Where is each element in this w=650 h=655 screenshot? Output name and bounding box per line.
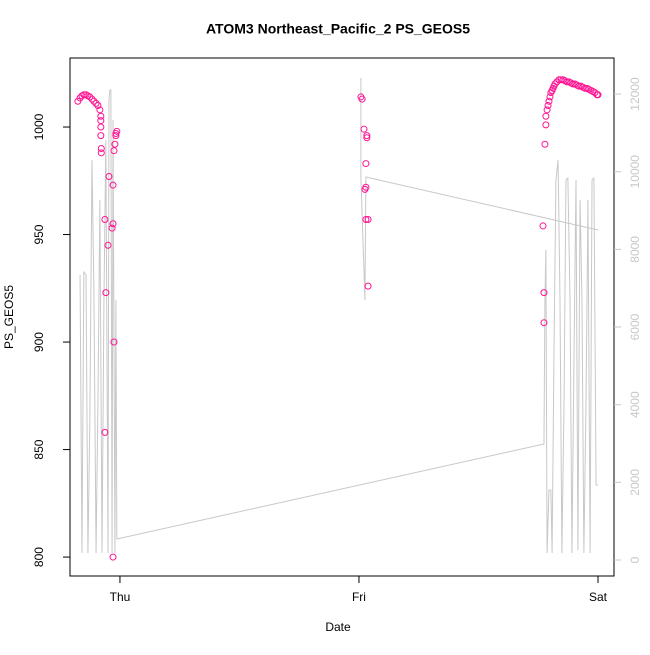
point: [97, 145, 105, 153]
point: [110, 338, 118, 346]
point: [101, 215, 109, 223]
y2-tick-label: 0: [628, 556, 642, 563]
point: [539, 222, 547, 230]
y-tick-label: 1000: [32, 113, 46, 140]
point: [88, 95, 96, 103]
x-axis-label: Date: [325, 620, 351, 634]
x-tick-label: Thu: [110, 590, 131, 604]
point: [362, 160, 370, 168]
point: [363, 134, 371, 142]
y-tick-label: 850: [32, 439, 46, 459]
point: [362, 215, 370, 223]
point: [109, 181, 117, 189]
point: [545, 97, 553, 105]
point: [360, 125, 368, 133]
point: [540, 319, 548, 327]
point: [97, 132, 105, 140]
y2-tick-label: 2000: [628, 469, 642, 496]
point: [111, 140, 119, 148]
point: [96, 106, 104, 114]
point: [112, 132, 120, 140]
point: [90, 97, 98, 105]
plot-box: [69, 57, 615, 577]
y-tick-label: 950: [32, 224, 46, 244]
y-tick-label: 900: [32, 332, 46, 352]
y2-tick-label: 12000: [628, 77, 642, 111]
point: [546, 93, 554, 101]
chart-title: ATOM3 Northeast_Pacific_2 PS_GEOS5: [206, 21, 470, 37]
point: [113, 127, 121, 135]
point: [109, 553, 117, 561]
point: [97, 123, 105, 131]
x-tick-label: Sat: [589, 590, 608, 604]
y2-tick-label: 4000: [628, 391, 642, 418]
x-tick-label: Fri: [352, 590, 366, 604]
point: [544, 102, 552, 110]
point: [551, 80, 559, 88]
point: [105, 172, 113, 180]
point: [108, 224, 116, 232]
point: [92, 99, 100, 107]
point: [542, 112, 550, 120]
point: [543, 106, 551, 114]
point: [109, 220, 117, 228]
point: [569, 80, 577, 88]
point: [104, 241, 112, 249]
y-tick-label: 800: [32, 547, 46, 567]
point: [110, 147, 118, 155]
point: [594, 91, 602, 99]
point: [97, 149, 105, 157]
point: [364, 282, 372, 290]
point: [557, 76, 565, 84]
point: [80, 91, 88, 99]
point: [94, 102, 102, 110]
point: [575, 82, 583, 90]
y2-tick-label: 8000: [628, 236, 642, 263]
line: [79, 78, 599, 554]
point: [541, 140, 549, 148]
y2-tick-label: 6000: [628, 313, 642, 340]
point: [97, 112, 105, 120]
point: [563, 78, 571, 86]
point: [364, 215, 372, 223]
point: [553, 78, 561, 86]
point: [101, 428, 109, 436]
point: [102, 289, 110, 297]
point: [581, 84, 589, 92]
point: [363, 132, 371, 140]
y-axis-label: PS_GEOS5: [2, 285, 16, 349]
y2-tick-label: 10000: [628, 155, 642, 189]
point: [358, 95, 366, 103]
point: [542, 121, 550, 129]
point: [540, 289, 548, 297]
point: [86, 93, 94, 101]
point: [362, 183, 370, 191]
